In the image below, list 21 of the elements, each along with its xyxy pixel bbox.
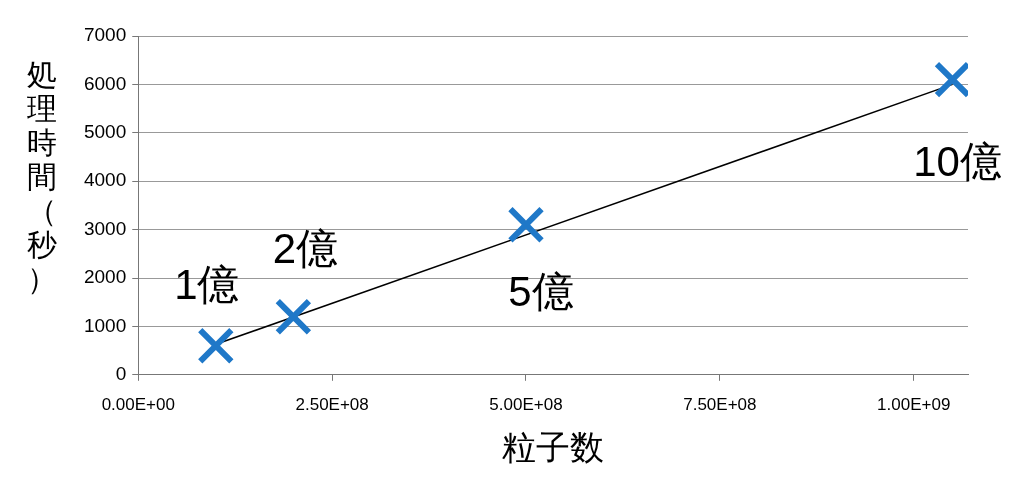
x-tick-label: 2.50E+08 xyxy=(295,394,369,414)
y-tick-label: 3000 xyxy=(83,217,127,239)
annotation: 1億 xyxy=(174,261,240,309)
x-tick-label: 0.00E+00 xyxy=(101,394,175,414)
annotation: 2億 xyxy=(272,225,339,273)
y-tick-label: 2000 xyxy=(83,266,127,288)
y-tick-label: 4000 xyxy=(83,169,127,191)
x-axis-title: 粒子数 xyxy=(502,427,605,466)
x-tick-label: 1.00E+09 xyxy=(877,394,951,414)
y-tick-label: 5000 xyxy=(83,121,127,143)
y-tick-label: 7000 xyxy=(83,24,127,46)
x-tick-label: 5.00E+08 xyxy=(489,394,563,414)
y-tick-label: 0 xyxy=(115,363,127,385)
y-axis-title: 処理時間（秒） xyxy=(27,58,57,296)
point xyxy=(274,298,312,336)
point xyxy=(507,206,545,244)
y-tick-label: 6000 xyxy=(83,72,127,94)
annotation: 10億 xyxy=(913,138,1002,186)
y-tick-label: 1000 xyxy=(83,314,127,336)
x-tick-label: 7.50E+08 xyxy=(683,394,757,414)
annotation: 5億 xyxy=(508,268,574,316)
